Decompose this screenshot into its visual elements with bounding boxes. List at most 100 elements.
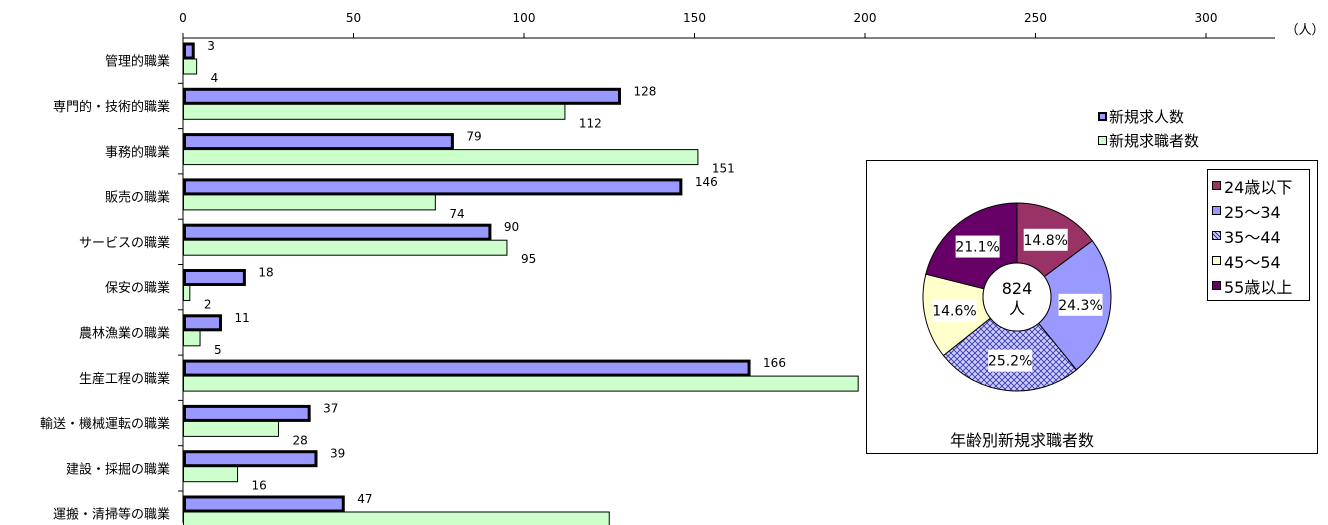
bar-series2-8 [183, 375, 859, 392]
data-label-series2-10: 16 [252, 479, 267, 493]
pie-label-box-2 [1058, 293, 1103, 316]
bar-series1-4 [183, 178, 683, 196]
data-label-series2-1: 4 [211, 71, 219, 85]
pie-center-label-line-2: 人 [1009, 299, 1025, 318]
category-label-5: サービスの職業 [79, 235, 170, 251]
data-label-series1-4: 146 [695, 175, 718, 189]
bar-series1-5 [183, 223, 492, 241]
pie-legend-swatch-3 [1212, 231, 1221, 240]
pie-label-5: 21.1% [955, 240, 999, 256]
category-label-1: 管理的職業 [105, 54, 170, 70]
bar-series2-6 [183, 285, 191, 301]
data-label-series2-2: 112 [579, 116, 602, 130]
data-label-series1-8: 166 [763, 356, 786, 370]
x-tick-label-100: 100 [513, 11, 536, 25]
pie-legend: 24歳以下 25～34 35～44 45～54 55歳以上 [1207, 169, 1310, 301]
pie-legend-item-3: 35～44 [1212, 223, 1309, 248]
data-label-series2-9: 28 [292, 433, 307, 447]
category-label-6: 保安の職業 [105, 280, 170, 296]
bar-series2-7 [183, 330, 201, 347]
data-label-series2-5: 95 [521, 252, 536, 266]
x-axis-unit: （人） [1285, 23, 1324, 38]
pie-label-1: 14.8% [1023, 233, 1067, 249]
data-label-series2-3: 151 [712, 162, 735, 176]
data-label-series2-6: 2 [204, 298, 212, 312]
bar-series2-2 [183, 103, 566, 120]
data-label-series1-1: 3 [207, 39, 215, 53]
pie-chart-panel: 14.8% 24.3% 25.2% 14.6% 21.1% 824 人 年齢別新規求職者数 … [866, 160, 1318, 454]
pie-label-box-3 [988, 349, 1033, 372]
legend-swatch-series-2 [1098, 135, 1107, 145]
bar-series1-3 [183, 133, 454, 151]
pie-label-4: 14.6% [932, 304, 976, 320]
bar-series1-7 [183, 314, 223, 332]
pie-label-box-5 [955, 235, 1000, 258]
pie-center-label-line-1: 824 [1002, 279, 1033, 298]
pie-legend-label-5: 55歳以上 [1224, 277, 1293, 297]
pie-legend-item-1: 24歳以下 [1212, 173, 1309, 198]
pie-chart-title: 年齢別新規求職者数 [949, 431, 1094, 450]
x-tick-label-0: 0 [179, 11, 187, 25]
pie-center [982, 262, 1052, 332]
pie-legend-swatch-4 [1212, 256, 1221, 265]
pie-legend-swatch-1 [1212, 181, 1221, 190]
x-tick-label-300: 300 [1195, 11, 1218, 25]
x-tick-label-200: 200 [854, 11, 877, 25]
bar-series1-9 [183, 404, 311, 422]
bar-series1-10 [183, 450, 318, 468]
bar-series1-2 [183, 87, 621, 105]
category-label-2: 専門的・技術的職業 [53, 99, 170, 115]
category-label-7: 農林漁業の職業 [79, 325, 170, 341]
x-tick-label-50: 50 [346, 11, 361, 25]
category-label-11: 運搬・清掃等の職業 [53, 507, 170, 523]
x-tick-label-150: 150 [683, 11, 706, 25]
category-label-4: 販売の職業 [105, 190, 170, 206]
pie-label-box-4 [932, 299, 977, 322]
legend-item-series-1: 新規求人数 [1098, 104, 1199, 128]
bar-series2-10 [183, 466, 239, 483]
pie-legend-label-3: 35～44 [1224, 227, 1281, 247]
bar-series1-11 [183, 495, 345, 513]
bar-legend: 新規求人数 新規求職者数 [1098, 104, 1199, 152]
data-label-series1-6: 18 [258, 266, 273, 280]
pie-legend-item-4: 45～54 [1212, 248, 1309, 273]
pie-legend-item-2: 25～34 [1212, 198, 1309, 223]
pie-label-2: 24.3% [1058, 298, 1102, 314]
category-label-9: 輸送・機械運転の職業 [40, 416, 170, 432]
pie-legend-label-1: 24歳以下 [1224, 177, 1293, 197]
data-label-series2-4: 74 [449, 207, 464, 221]
bar-series2-11 [183, 511, 610, 525]
bar-series2-1 [183, 58, 198, 75]
pie-legend-label-2: 25～34 [1224, 202, 1281, 222]
bar-series2-9 [183, 420, 279, 437]
legend-item-series-2: 新規求職者数 [1098, 128, 1199, 152]
data-label-series2-7: 5 [214, 343, 222, 357]
data-label-series1-3: 79 [466, 130, 481, 144]
bar-series2-4 [183, 194, 436, 211]
category-label-3: 事務的職業 [105, 144, 170, 160]
legend-label-series-2: 新規求職者数 [1109, 131, 1200, 150]
legend-label-series-1: 新規求人数 [1109, 107, 1185, 126]
category-label-8: 生産工程の職業 [79, 371, 170, 387]
category-label-10: 建設・採掘の職業 [66, 461, 170, 477]
legend-swatch-series-1 [1098, 111, 1107, 121]
pie-label-box-1 [1023, 228, 1068, 251]
data-label-series1-2: 128 [633, 84, 656, 98]
x-tick-label-250: 250 [1024, 11, 1047, 25]
pie-label-3: 25.2% [988, 354, 1032, 370]
bar-series2-5 [183, 239, 508, 256]
data-label-series1-5: 90 [504, 220, 519, 234]
data-label-series1-10: 39 [330, 447, 345, 461]
pie-legend-swatch-2 [1212, 206, 1221, 215]
pie-legend-swatch-5 [1212, 281, 1221, 290]
pie-legend-label-4: 45～54 [1224, 252, 1281, 272]
bar-series2-3 [183, 149, 699, 166]
data-label-series1-11: 47 [357, 492, 372, 506]
bar-series1-1 [183, 42, 195, 60]
data-label-series1-7: 11 [235, 311, 250, 325]
pie-legend-item-5: 55歳以上 [1212, 273, 1309, 298]
bar-series1-6 [183, 269, 246, 286]
data-label-series1-9: 37 [323, 401, 338, 415]
